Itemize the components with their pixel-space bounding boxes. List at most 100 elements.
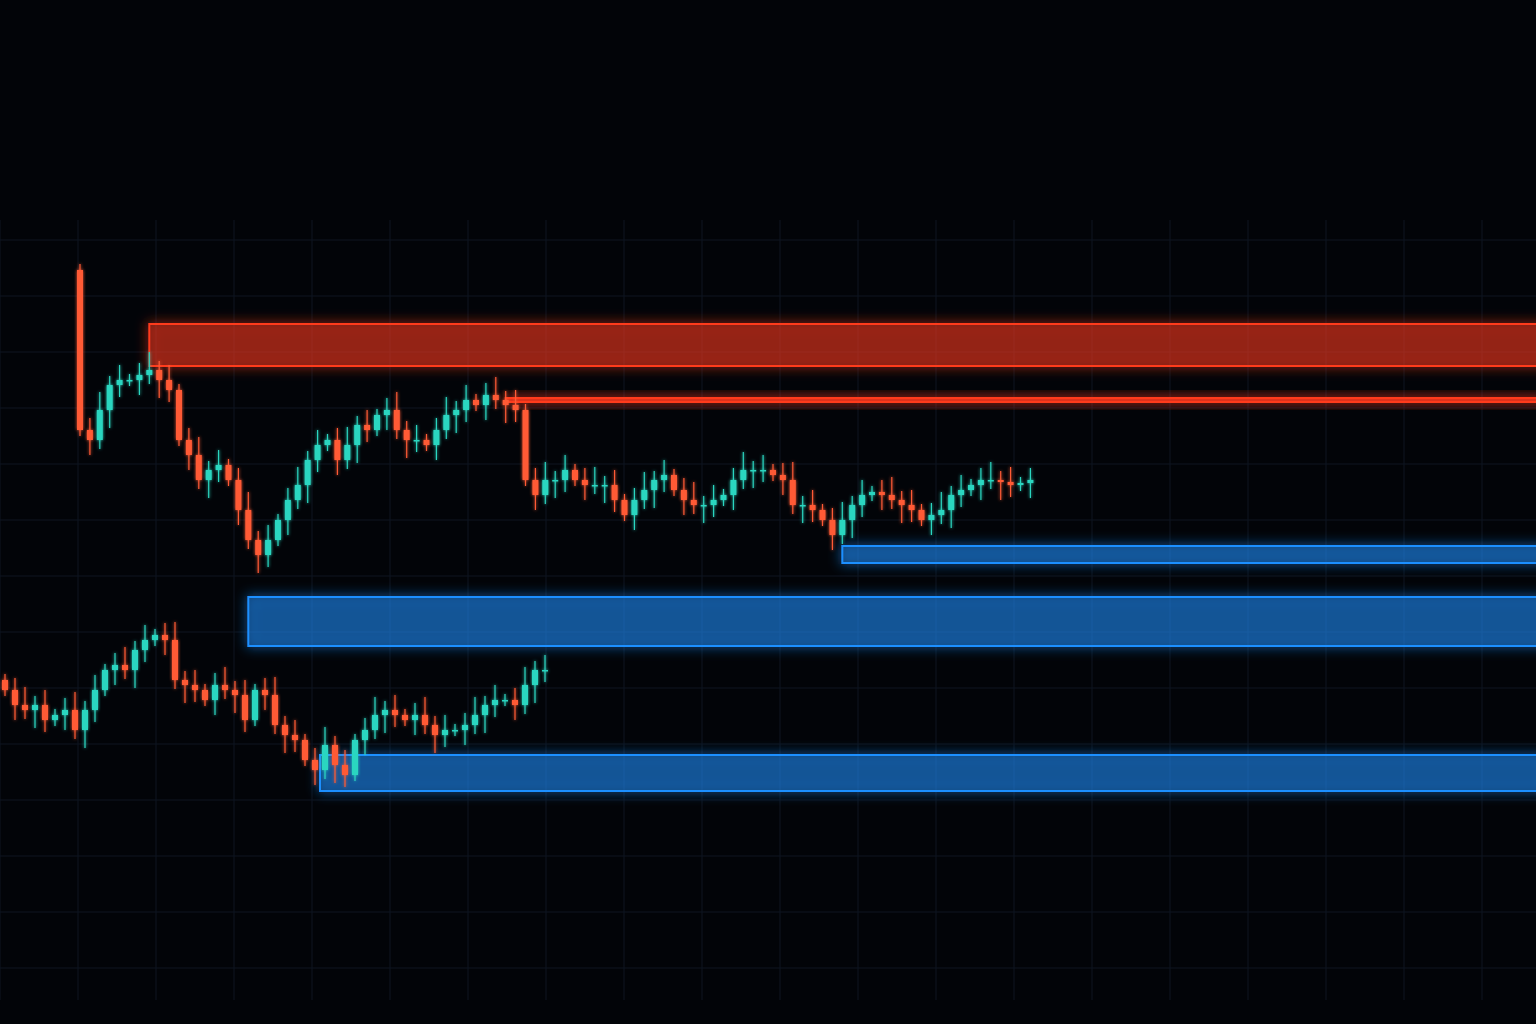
- candle-up: [601, 476, 608, 503]
- candle-body: [829, 520, 836, 535]
- candle-up: [492, 685, 498, 717]
- candle-up: [146, 352, 153, 384]
- candle-down: [789, 462, 796, 514]
- candle-body: [542, 670, 548, 672]
- candle-body: [492, 700, 498, 705]
- candle-body: [631, 500, 638, 515]
- candle-down: [402, 709, 408, 726]
- candle-body: [432, 725, 438, 735]
- candle-body: [869, 492, 875, 495]
- candle-down: [166, 365, 173, 402]
- candle-up: [372, 697, 378, 739]
- candle-body: [235, 480, 242, 510]
- candle-down: [611, 470, 618, 512]
- support-zone-band: [319, 754, 1536, 792]
- candle-body: [532, 670, 538, 685]
- candle-down: [334, 428, 341, 475]
- support-zone: [841, 545, 1536, 564]
- candle-body: [222, 685, 228, 690]
- candle-down: [86, 418, 93, 455]
- candle-up: [212, 673, 218, 715]
- candle-body: [452, 730, 458, 732]
- candle-up: [869, 486, 875, 501]
- candle-body: [680, 490, 687, 500]
- candle-up: [304, 451, 311, 503]
- candle-body: [750, 470, 757, 472]
- candle-up: [106, 376, 113, 428]
- candle-body: [383, 410, 390, 415]
- candle-up: [1017, 477, 1024, 491]
- candle-body: [314, 445, 321, 460]
- candle-body: [22, 705, 28, 710]
- candle-body: [442, 730, 448, 735]
- candle-body: [372, 715, 378, 730]
- candle-up: [322, 727, 328, 779]
- candle-up: [542, 655, 548, 682]
- candle-body: [532, 480, 539, 495]
- candle-up: [542, 462, 549, 504]
- candle-up: [354, 416, 361, 463]
- candle-body: [294, 485, 301, 500]
- candle-up: [136, 363, 143, 395]
- candle-down: [522, 404, 529, 486]
- candle-body: [162, 635, 168, 640]
- candle-body: [96, 410, 103, 440]
- candle-down: [2, 674, 8, 696]
- candle-up: [102, 664, 108, 696]
- candle-up: [152, 629, 158, 646]
- candle-down: [72, 692, 78, 739]
- candle-body: [977, 480, 984, 485]
- candle-body: [126, 380, 133, 382]
- candle-body: [402, 715, 408, 720]
- candle-down: [908, 490, 915, 522]
- candle-body: [102, 670, 108, 690]
- candle-body: [77, 270, 83, 430]
- candle-down: [829, 508, 836, 550]
- candle-body: [393, 410, 400, 430]
- candle-up: [352, 734, 358, 781]
- candle-down: [342, 750, 348, 787]
- candle-up: [344, 427, 351, 469]
- candle-down: [182, 671, 188, 703]
- candle-down: [572, 464, 578, 486]
- candle-body: [324, 440, 331, 445]
- candle-down: [581, 468, 588, 500]
- candle-body: [225, 465, 232, 480]
- candle-body: [265, 540, 272, 555]
- candle-body: [86, 430, 93, 440]
- candle-up: [631, 488, 638, 530]
- candle-body: [849, 505, 856, 520]
- candle-up: [52, 709, 58, 726]
- candle-body: [453, 410, 460, 415]
- candle-body: [112, 665, 118, 670]
- candle-body: [166, 380, 173, 390]
- candle-body: [72, 710, 78, 730]
- candle-up: [142, 625, 148, 662]
- candle-down: [888, 477, 895, 509]
- candle-up: [265, 525, 272, 567]
- candle-body: [142, 640, 148, 650]
- candle-up: [215, 450, 222, 482]
- candle-down: [292, 720, 298, 752]
- candle-down: [272, 677, 278, 734]
- candle-down: [512, 688, 518, 720]
- candle-up: [314, 430, 321, 472]
- candle-down: [262, 678, 268, 710]
- candle-up: [412, 703, 418, 735]
- candle-body: [156, 370, 163, 380]
- candle-up: [462, 713, 468, 745]
- candle-down: [423, 434, 430, 451]
- price-zones: [148, 323, 1536, 792]
- candle-body: [819, 510, 826, 520]
- candle-up: [443, 397, 450, 439]
- candle-body: [202, 690, 208, 700]
- candle-body: [146, 370, 153, 375]
- candle-down: [403, 421, 410, 458]
- candle-down: [809, 490, 816, 522]
- candle-up: [463, 385, 470, 422]
- candle-body: [52, 715, 58, 720]
- candle-up: [710, 485, 717, 517]
- candle-body: [232, 690, 238, 695]
- candle-body: [12, 690, 18, 705]
- candle-body: [1027, 480, 1034, 483]
